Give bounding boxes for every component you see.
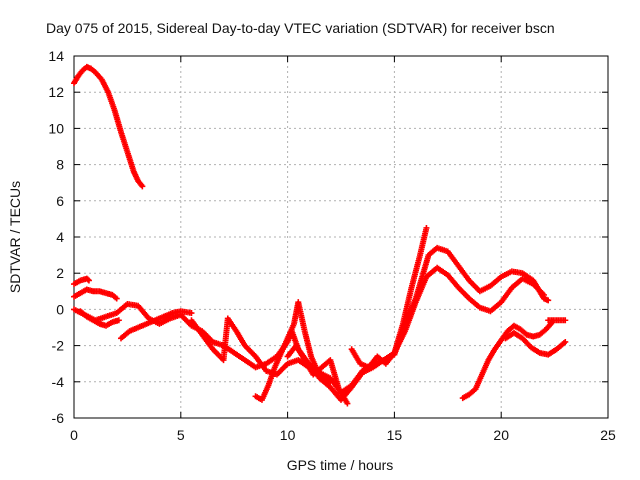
y-tick-label: -6 [52, 410, 65, 426]
data-point [327, 378, 334, 385]
chart-title: Day 075 of 2015, Sidereal Day-to-day VTE… [46, 20, 555, 36]
series-arc-13 [545, 317, 569, 324]
y-tick-label: -4 [52, 374, 65, 390]
tick-layer: 0 5 10 15 20 25 -6 -4 -2 0 2 4 6 8 10 12 14 [48, 48, 616, 443]
data-point [545, 297, 552, 304]
y-tick-label: 14 [48, 48, 64, 64]
x-tick-label: 0 [70, 427, 78, 443]
y-tick-label: 10 [48, 120, 64, 136]
x-tick-label: 5 [177, 427, 185, 443]
data-point [113, 295, 120, 302]
series-arc-8 [252, 299, 334, 403]
y-tick-label: 4 [56, 229, 64, 245]
y-tick-label: 6 [56, 193, 64, 209]
data-point [85, 277, 92, 284]
series-arc-9 [284, 342, 351, 407]
series-arc-6 [117, 308, 195, 342]
data-point [115, 317, 122, 324]
x-tick-label: 15 [387, 427, 403, 443]
data-point [188, 310, 195, 317]
data-point [540, 291, 547, 298]
data-point [562, 317, 569, 324]
series-arc-12 [502, 329, 569, 358]
data-point [344, 400, 351, 407]
series-arc-3 [71, 286, 120, 302]
series-arc-11 [459, 319, 556, 402]
series-arc-2 [71, 275, 92, 288]
data-point [562, 338, 569, 345]
x-tick-label: 10 [280, 427, 296, 443]
points-layer [71, 63, 569, 407]
data-point [84, 276, 91, 283]
grid-layer [74, 56, 608, 418]
y-tick-label: 2 [56, 265, 64, 281]
data-point [423, 224, 430, 231]
x-axis-label: GPS time / hours [287, 457, 394, 473]
y-tick-label: 12 [48, 84, 64, 100]
series-arc-5 [77, 308, 122, 329]
x-tick-label: 25 [600, 427, 616, 443]
y-axis-label: SDTVAR / TECUs [7, 181, 23, 293]
x-tick-label: 20 [493, 427, 509, 443]
y-tick-label: 8 [56, 157, 64, 173]
series-arc-10 [348, 224, 430, 371]
y-tick-label: 0 [56, 301, 64, 317]
data-point [139, 183, 146, 190]
y-tick-label: -2 [52, 338, 65, 354]
series-arc-1 [71, 63, 146, 190]
